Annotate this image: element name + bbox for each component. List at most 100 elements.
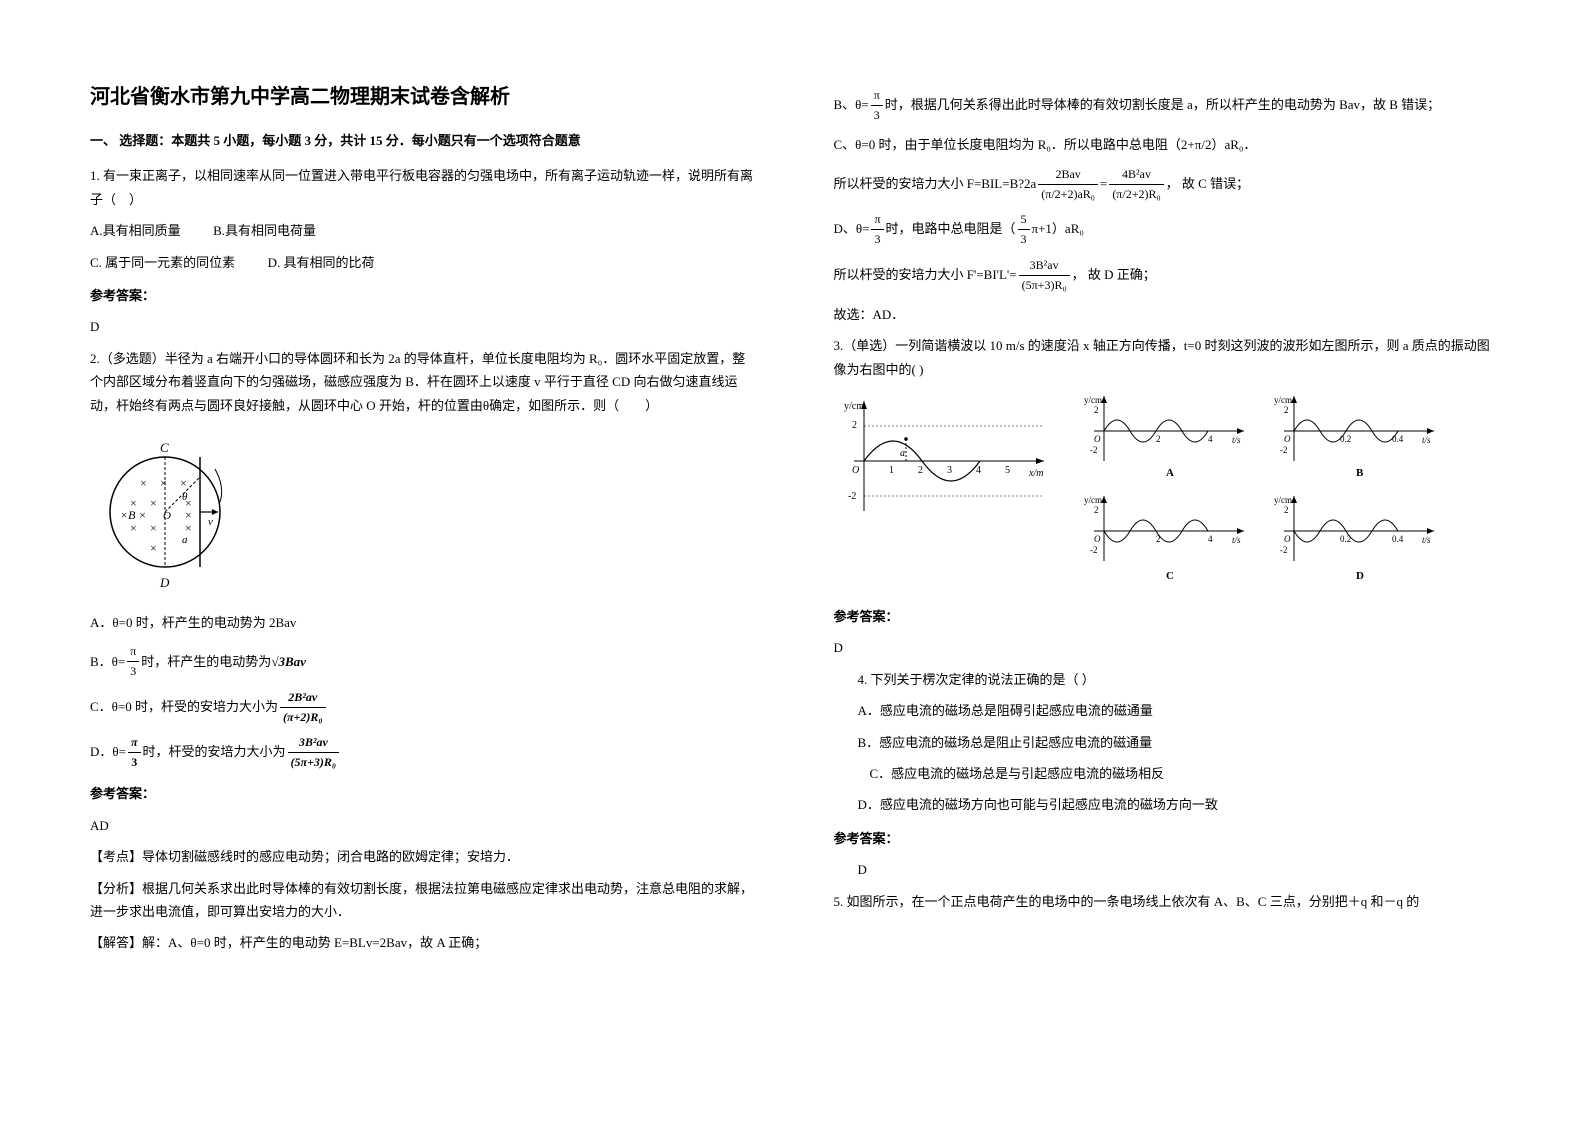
- svg-text:1: 1: [889, 465, 894, 476]
- q1-optD: D. 具有相同的比荷: [268, 255, 375, 270]
- frac-icon: π 3: [127, 642, 139, 681]
- svg-text:×: ×: [150, 521, 157, 535]
- q2-optB: B．θ= π 3 时，杆产生的电动势为 √3Bav: [90, 642, 754, 681]
- q3-answer: D: [834, 636, 1498, 659]
- q2-analysis-solB: B、θ= π 3 时，根据几何关系得出此时导体棒的有效切割长度是 a，所以杆产生…: [834, 86, 1498, 125]
- svg-text:0.2: 0.2: [1340, 434, 1351, 444]
- frac-icon: 3B²av (5π+3)R₀: [288, 733, 340, 772]
- q2-diagram: × × × × × × ×B × O × × × × × θ a v C D: [90, 427, 754, 601]
- svg-text:×: ×: [185, 508, 192, 522]
- q3-answer-label: 参考答案：: [834, 605, 1498, 628]
- frac-icon: 2B²av (π+2)R₀: [280, 688, 326, 727]
- svg-text:y/cm: y/cm: [1274, 395, 1292, 405]
- right-column: B、θ= π 3 时，根据几何关系得出此时导体棒的有效切割长度是 a，所以杆产生…: [834, 80, 1498, 963]
- svg-text:O: O: [1284, 434, 1291, 444]
- svg-text:2: 2: [1094, 405, 1099, 415]
- svg-text:2: 2: [918, 465, 923, 476]
- frac-icon: π 3: [871, 210, 883, 249]
- svg-text:2: 2: [1156, 534, 1161, 544]
- svg-text:t/s: t/s: [1422, 435, 1431, 445]
- svg-text:y/cm: y/cm: [1274, 495, 1292, 505]
- svg-text:-2: -2: [848, 491, 856, 502]
- svg-text:×: ×: [140, 476, 147, 490]
- svg-text:y/cm: y/cm: [1084, 395, 1102, 405]
- svg-text:5: 5: [1005, 465, 1010, 476]
- svg-text:4: 4: [976, 465, 981, 476]
- section-header: 一、 选择题：本题共 5 小题，每小题 3 分，共计 15 分．每小题只有一个选…: [90, 129, 754, 152]
- frac-icon: 2Bav (π/2+2)aR₀: [1038, 165, 1098, 204]
- svg-text:2: 2: [1094, 505, 1099, 515]
- q1-options-ab: A.具有相同质量 B.具有相同电荷量: [90, 219, 754, 242]
- svg-text:t/s: t/s: [1232, 435, 1241, 445]
- q4-stem: 4. 下列关于楞次定律的说法正确的是（ ）: [834, 668, 1498, 691]
- q2-optA: A．θ=0 时，杆产生的电动势为 2Bav: [90, 611, 754, 634]
- q1-options-cd: C. 属于同一元素的同位素 D. 具有相同的比荷: [90, 251, 754, 274]
- q1-optA: A.具有相同质量: [90, 223, 181, 238]
- q4-answer: D: [834, 858, 1498, 881]
- svg-text:×: ×: [160, 476, 167, 490]
- frac-icon: π 3: [871, 86, 883, 125]
- q2-analysis-solC: C、θ=0 时，由于单位长度电阻均为 R₀．所以电路中总电阻（2+π/2）aR₀…: [834, 133, 1498, 156]
- q4-answer-label: 参考答案：: [834, 827, 1498, 850]
- q2-optC: C．θ=0 时，杆受的安培力大小为 2B²av (π+2)R₀: [90, 688, 754, 727]
- svg-text:×B ×: ×B ×: [120, 508, 147, 522]
- svg-text:O: O: [852, 465, 859, 476]
- svg-text:A: A: [1166, 467, 1174, 479]
- svg-text:×: ×: [130, 521, 137, 535]
- q2-stem: 2.（多选题）半径为 a 右端开小口的导体圆环和长为 2a 的导体直杆，单位长度…: [90, 347, 754, 417]
- svg-text:x/m: x/m: [1028, 468, 1043, 479]
- q2-answer: AD: [90, 814, 754, 837]
- q4-optB: B．感应电流的磁场总是阻止引起感应电流的磁通量: [834, 731, 1498, 754]
- svg-text:4: 4: [1208, 534, 1213, 544]
- svg-text:×: ×: [150, 541, 157, 555]
- q2-analysis-solC-force: 所以杆受的安培力大小 F=BIL=B?2a 2Bav (π/2+2)aR₀ = …: [834, 165, 1498, 204]
- svg-text:O: O: [1094, 534, 1101, 544]
- q2-analysis-solD-force: 所以杆受的安培力大小 F'=BI'L'= 3B²av (5π+3)R₀ ， 故 …: [834, 256, 1498, 295]
- frac-icon: 3B²av (5π+3)R₀: [1019, 256, 1070, 295]
- q1-stem: 1. 有一束正离子，以相同速率从同一位置进入带电平行板电容器的匀强电场中，所有离…: [90, 164, 754, 211]
- frac-icon: 5 3: [1018, 210, 1030, 249]
- svg-text:×: ×: [180, 476, 187, 490]
- q2-answer-label: 参考答案：: [90, 782, 754, 805]
- q2-analysis-final: 故选：AD．: [834, 303, 1498, 326]
- svg-text:B: B: [1356, 467, 1364, 479]
- svg-text:a: a: [900, 448, 905, 459]
- svg-text:O: O: [163, 510, 171, 522]
- svg-text:C: C: [160, 440, 169, 455]
- q1-answer: D: [90, 315, 754, 338]
- q4-optC: C．感应电流的磁场总是与引起感应电流的磁场相反: [834, 762, 1498, 785]
- svg-text:D: D: [1356, 570, 1364, 582]
- svg-text:θ: θ: [182, 491, 188, 503]
- frac-icon: 4B²av (π/2+2)R₀: [1109, 165, 1163, 204]
- q3-stem: 3.（单选）一列简谐横波以 10 m/s 的速度沿 x 轴正方向传播，t=0 时…: [834, 334, 1498, 381]
- svg-text:t/s: t/s: [1422, 535, 1431, 545]
- q1-optC: C. 属于同一元素的同位素: [90, 255, 235, 270]
- svg-text:×: ×: [150, 496, 157, 510]
- q2-analysis-solD: D、θ= π 3 时，电路中总电阻是（ 5 3 π+1）aR₀: [834, 210, 1498, 249]
- svg-text:y/cm: y/cm: [844, 401, 864, 412]
- svg-text:-2: -2: [1280, 545, 1288, 555]
- svg-text:3: 3: [947, 465, 952, 476]
- svg-text:D: D: [159, 575, 170, 590]
- q4-optA: A．感应电流的磁场总是阻碍引起感应电流的磁通量: [834, 699, 1498, 722]
- svg-text:2: 2: [1284, 405, 1289, 415]
- svg-text:×: ×: [185, 521, 192, 535]
- svg-text:-2: -2: [1090, 445, 1098, 455]
- svg-text:y/cm: y/cm: [1084, 495, 1102, 505]
- svg-text:v: v: [208, 516, 213, 528]
- svg-text:-2: -2: [1090, 545, 1098, 555]
- page-title: 河北省衡水市第九中学高二物理期末试卷含解析: [90, 80, 754, 109]
- q1-optB: B.具有相同电荷量: [213, 223, 316, 238]
- svg-text:2: 2: [1284, 505, 1289, 515]
- q2-analysis-topic: 【考点】导体切割磁感线时的感应电动势；闭合电路的欧姆定律；安培力．: [90, 845, 754, 868]
- svg-text:0.4: 0.4: [1392, 434, 1404, 444]
- svg-text:2: 2: [852, 420, 857, 431]
- q2-analysis-fenxi: 【分析】根据几何关系求出此时导体棒的有效切割长度，根据法拉第电磁感应定律求出电动…: [90, 877, 754, 924]
- svg-text:t/s: t/s: [1232, 535, 1241, 545]
- q3-diagram: y/cm x/m 2 -2 O 1 2 3 4 5 a: [834, 391, 1498, 595]
- frac-icon: π 3: [128, 733, 141, 772]
- svg-text:C: C: [1166, 570, 1174, 582]
- q4-optD: D．感应电流的磁场方向也可能与引起感应电流的磁场方向一致: [834, 793, 1498, 816]
- svg-text:a: a: [182, 534, 188, 546]
- svg-text:O: O: [1094, 434, 1101, 444]
